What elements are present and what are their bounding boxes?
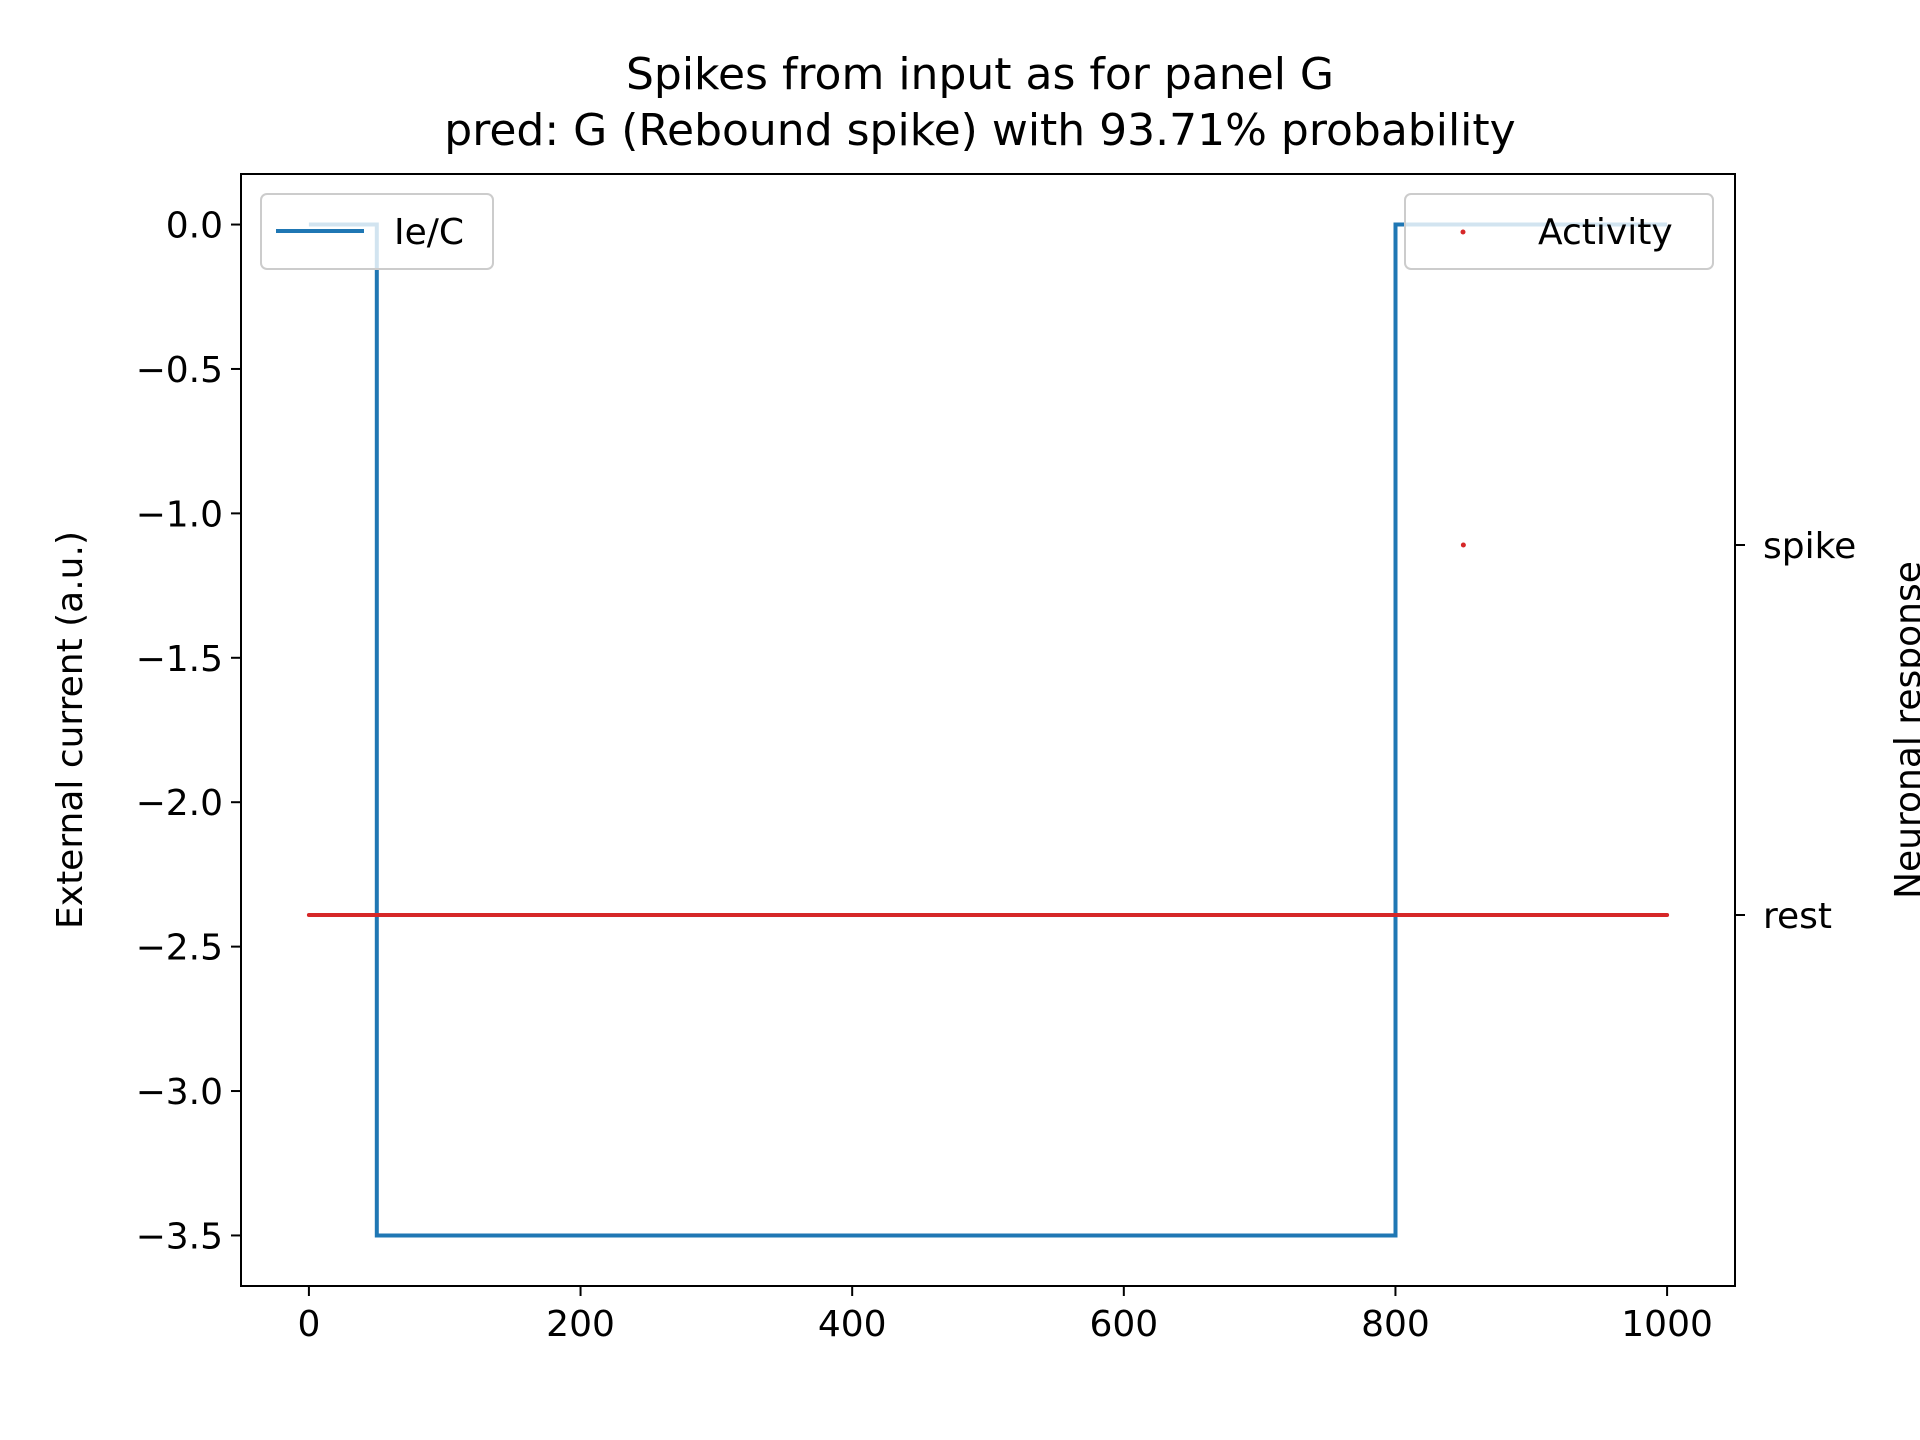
x-tick-label: 200 [546,1304,615,1345]
y-tick-label: 0.0 [166,206,223,247]
chart-title-line1: Spikes from input as for panel G [626,49,1334,100]
y2-tick-label: spike [1763,526,1856,567]
legend-ie-c: Ie/C [260,193,494,270]
y2-axis-label: Neuronal response [1888,561,1920,899]
legend-activity: Activity [1404,193,1714,270]
x-tick-label: 1000 [1621,1304,1713,1345]
legend-ie-c-label: Ie/C [394,212,464,253]
x-tick-label: 0 [297,1304,320,1345]
y-tick-label: −1.0 [136,494,223,535]
y-tick-label: −2.0 [136,783,223,824]
series-activity-spike-point [1460,542,1466,548]
y-tick-label: −3.5 [136,1216,223,1257]
axes: 0 200 400 600 800 1000 0.0 −0.5 −1.0 −1.5 −2.0 −2.5… [136,173,1856,1345]
y-tick-label: −0.5 [136,350,223,391]
x-tick-label: 400 [818,1304,887,1345]
y-tick-label: −1.5 [136,639,223,680]
x-tick-label: 800 [1361,1304,1430,1345]
legend-activity-handle [1460,229,1466,235]
y-tick-label: −2.5 [136,928,223,969]
x-tick-label: 600 [1089,1304,1158,1345]
chart-title-line2: pred: G (Rebound spike) with 93.71% prob… [444,105,1515,156]
y-tick-label: −3.0 [136,1072,223,1113]
legend-box [260,193,494,270]
legend-box [1404,193,1714,270]
axes-frame [240,173,1736,1287]
y2-tick-label: rest [1763,896,1832,937]
legend-activity-label: Activity [1538,212,1673,253]
y-axis-label: External current (a.u.) [50,531,91,929]
